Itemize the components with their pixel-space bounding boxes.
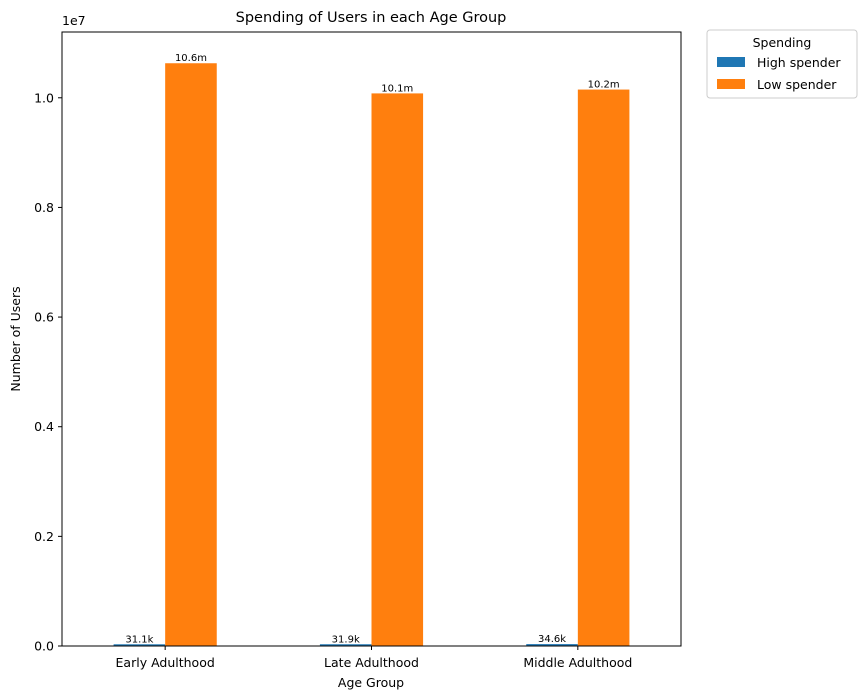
bar-value-label-high-spender-late-adulthood: 31.9k [332, 634, 360, 645]
x-axis-label: Age Group [338, 675, 404, 690]
bar-low-spender-late-adulthood [371, 93, 424, 646]
legend: Spending High spender Low spender [706, 29, 858, 99]
bar-value-label-low-spender-early-adulthood: 10.6m [175, 53, 207, 64]
legend-swatch-high-spender [717, 57, 745, 67]
y-tick-label: 1.0 [34, 90, 54, 105]
bar-value-label-low-spender-middle-adulthood: 10.2m [588, 80, 620, 91]
bar-value-label-high-spender-middle-adulthood: 34.6k [538, 634, 566, 645]
legend-title: Spending [753, 35, 812, 50]
y-axis-ticks: 0.0 0.2 0.4 0.6 0.8 1.0 [34, 90, 62, 654]
bar-high-spender-middle-adulthood [526, 644, 578, 646]
y-tick-label: 0.0 [34, 639, 54, 654]
bar-value-label-low-spender-late-adulthood: 10.1m [381, 83, 413, 94]
y-axis-label: Number of Users [8, 286, 23, 391]
legend-label-low-spender: Low spender [757, 77, 837, 92]
y-tick-label: 0.2 [34, 529, 54, 544]
bars-layer: 31.1k 10.6m 31.9k 10.1m 34.6k 10.2m [113, 53, 630, 646]
bar-low-spender-early-adulthood [165, 63, 217, 646]
x-tick-label-middle-adulthood: Middle Adulthood [523, 655, 632, 670]
y-tick-label: 0.8 [34, 200, 54, 215]
chart-title: Spending of Users in each Age Group [236, 10, 507, 26]
bar-high-spender-late-adulthood [319, 644, 372, 646]
x-tick-label-late-adulthood: Late Adulthood [324, 655, 419, 670]
bar-high-spender-early-adulthood [113, 644, 166, 646]
legend-swatch-low-spender [717, 79, 745, 89]
bar-value-label-high-spender-early-adulthood: 31.1k [125, 634, 153, 645]
x-tick-label-early-adulthood: Early Adulthood [116, 655, 215, 670]
plot-area-frame [61, 31, 682, 647]
x-axis-ticks: Early Adulthood Late Adulthood Middle Adul… [116, 646, 632, 670]
y-tick-label: 0.6 [34, 310, 54, 325]
bar-low-spender-middle-adulthood [577, 89, 630, 646]
legend-label-high-spender: High spender [757, 55, 841, 70]
y-tick-label: 0.4 [34, 419, 54, 434]
y-offset-label: 1e7 [62, 13, 86, 28]
